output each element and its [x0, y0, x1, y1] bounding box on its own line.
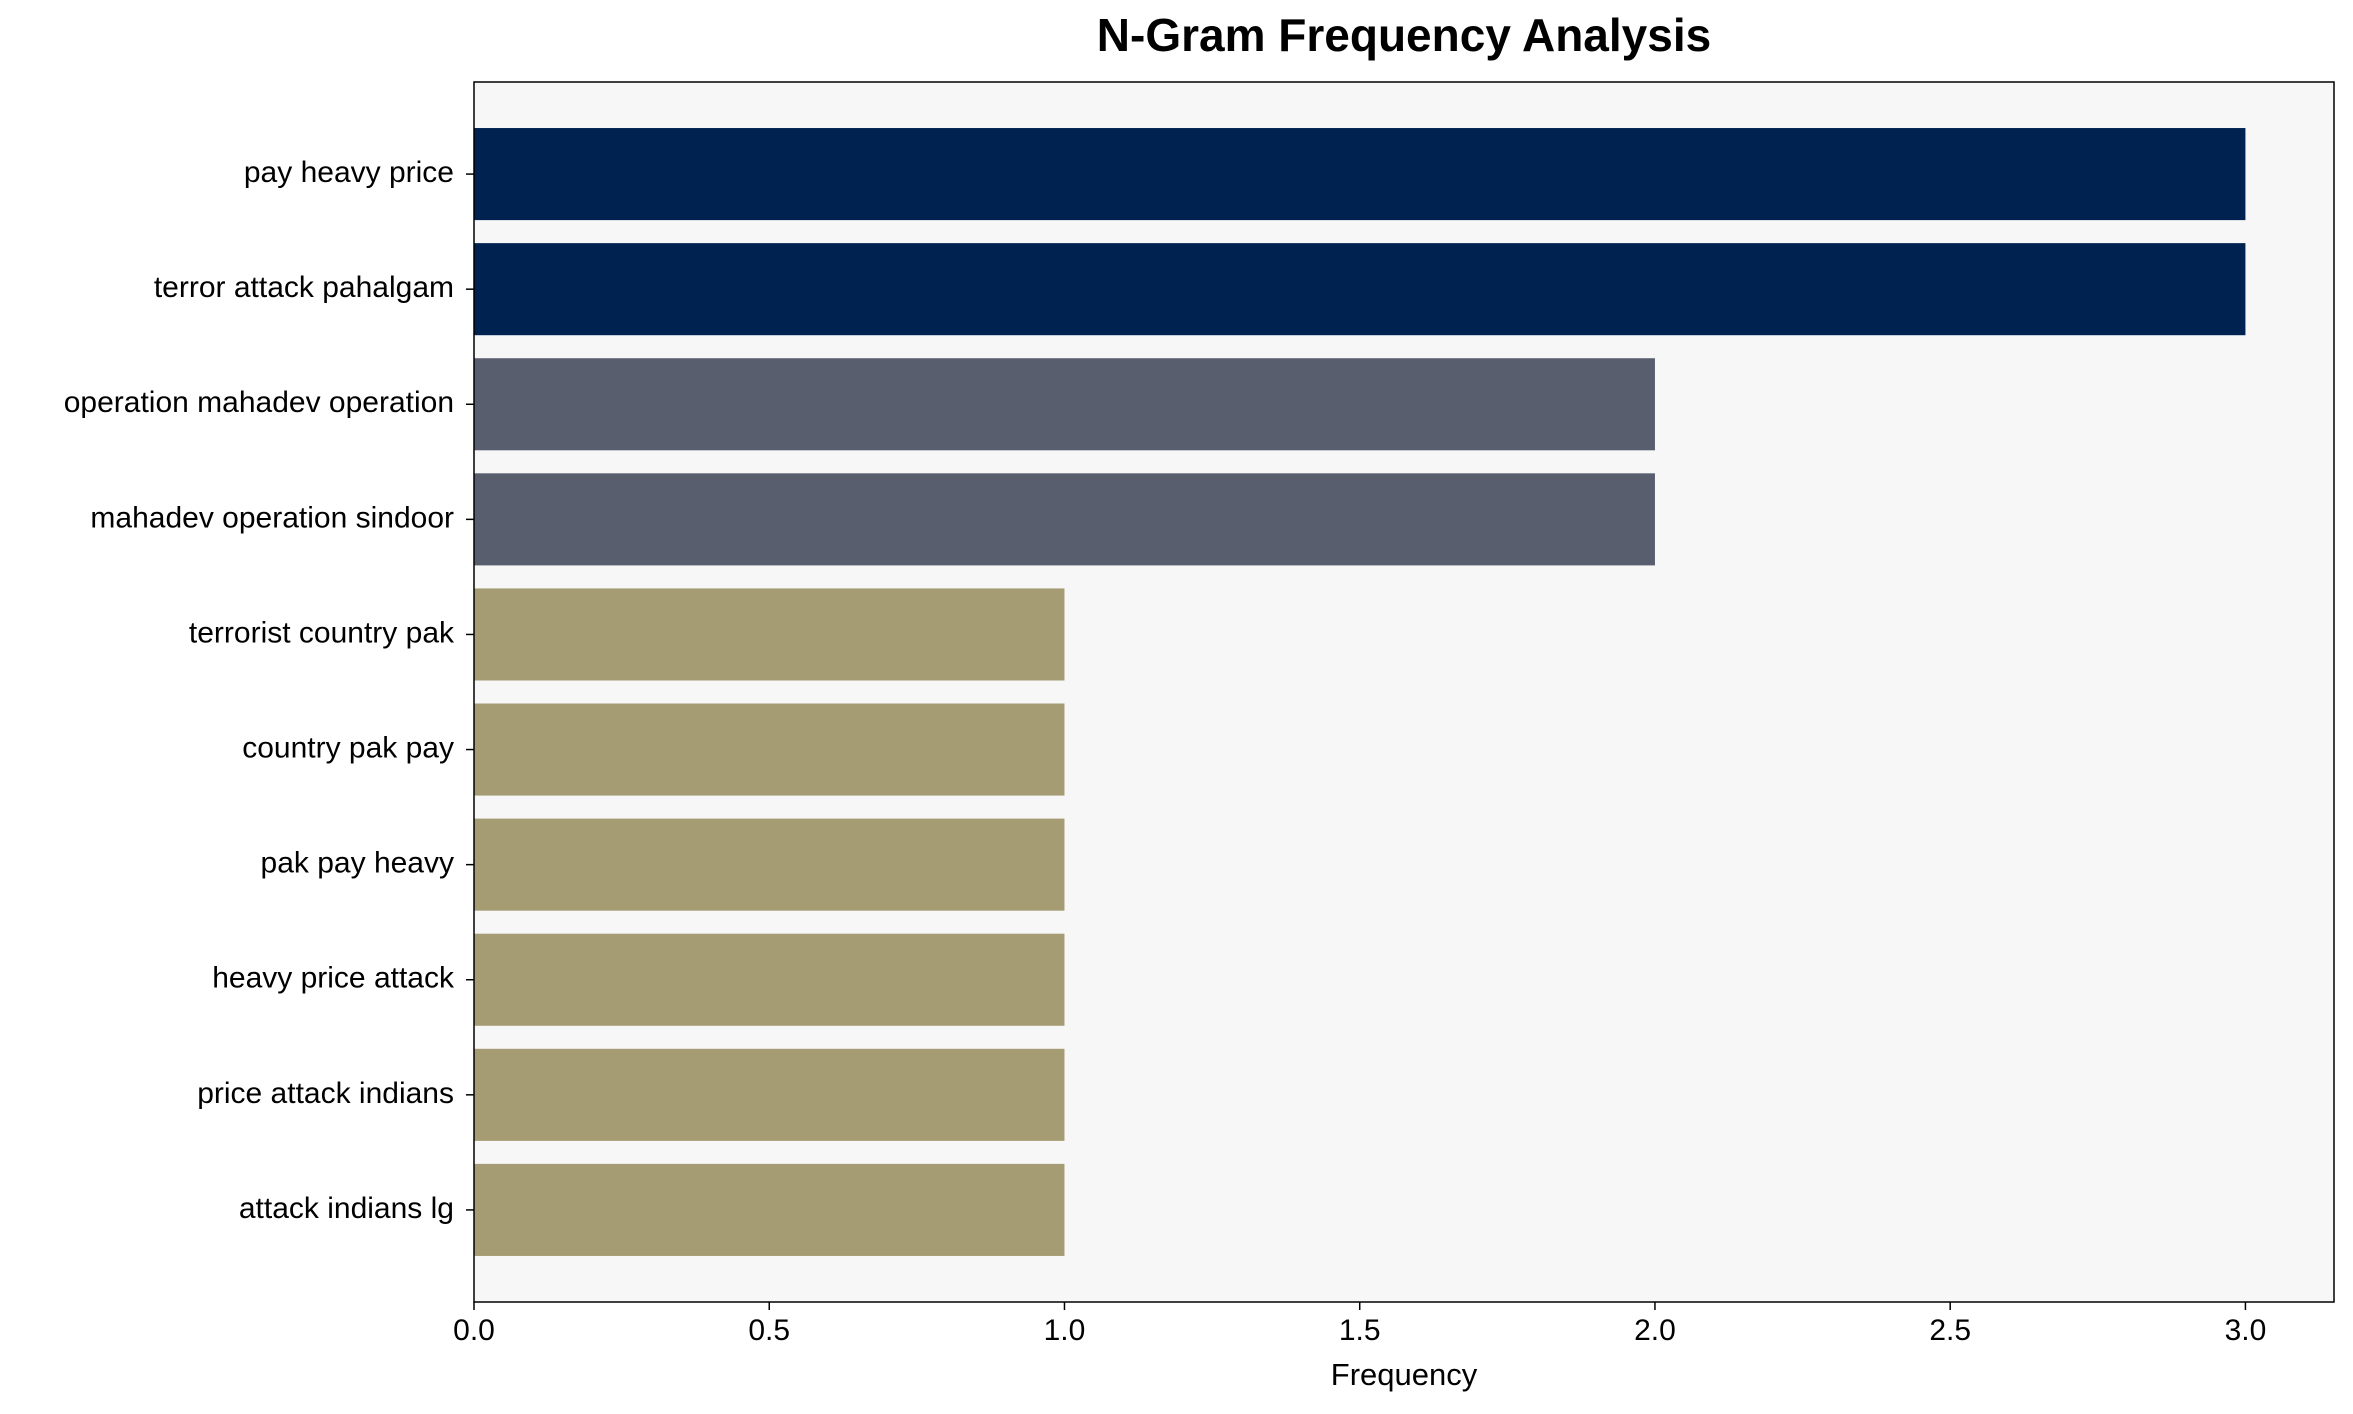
- x-tick-label: 1.5: [1339, 1314, 1381, 1347]
- y-tick-label: pay heavy price: [244, 156, 454, 189]
- bar: [474, 358, 1655, 451]
- bar: [474, 818, 1065, 911]
- y-tick-label: heavy price attack: [212, 962, 455, 995]
- x-tick-label: 2.5: [1929, 1314, 1971, 1347]
- x-tick-label: 2.0: [1634, 1314, 1676, 1347]
- bar: [474, 473, 1655, 566]
- bar: [474, 588, 1065, 681]
- plot-frame: [473, 81, 2335, 1303]
- bar: [474, 1048, 1065, 1141]
- y-tick-label: terrorist country pak: [189, 616, 455, 649]
- x-tick-label: 1.0: [1044, 1314, 1086, 1347]
- y-tick-label: terror attack pahalgam: [154, 271, 454, 304]
- x-tick-label: 0.0: [453, 1314, 495, 1347]
- x-tick-label: 3.0: [2225, 1314, 2267, 1347]
- y-tick-label: pak pay heavy: [261, 847, 454, 880]
- x-axis-label: Frequency: [1331, 1357, 1478, 1392]
- y-tick-label: price attack indians: [197, 1077, 454, 1110]
- bar: [474, 1163, 1065, 1256]
- bar: [474, 933, 1065, 1026]
- y-tick-label: operation mahadev operation: [64, 386, 454, 419]
- bar: [474, 243, 2246, 336]
- y-tick-label: mahadev operation sindoor: [90, 501, 454, 534]
- y-tick-label: country pak pay: [242, 731, 454, 764]
- chart-title: N-Gram Frequency Analysis: [1097, 9, 1711, 61]
- bar: [474, 128, 2246, 221]
- y-tick-label: attack indians lg: [239, 1192, 454, 1225]
- x-tick-label: 0.5: [748, 1314, 790, 1347]
- bar: [474, 703, 1065, 796]
